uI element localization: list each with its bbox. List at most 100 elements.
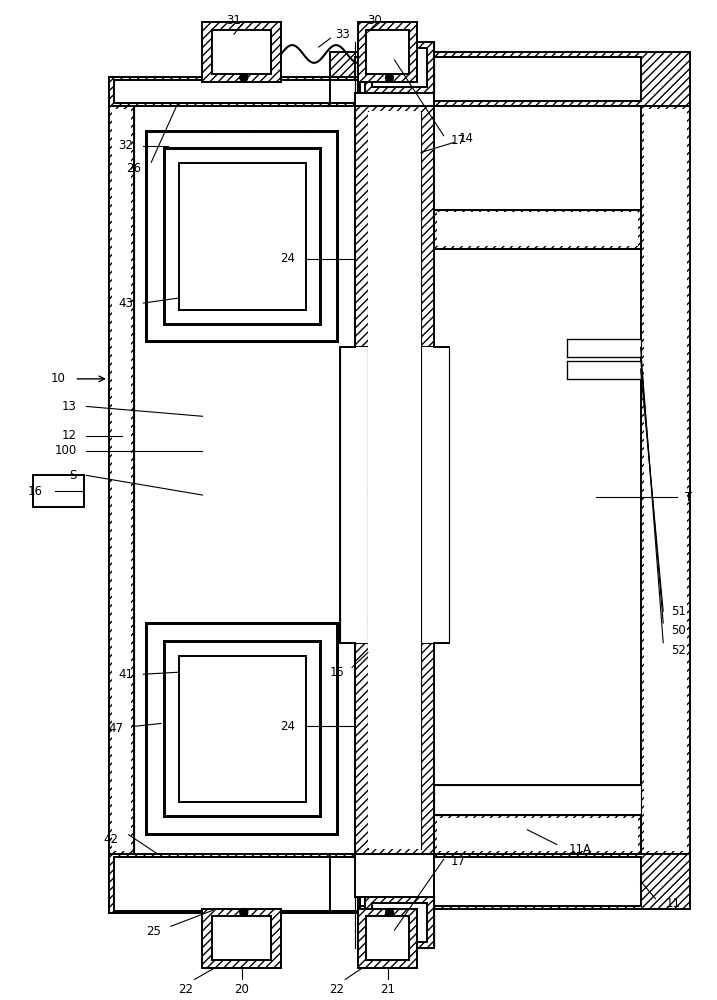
Bar (166, 150, 318, 323)
Bar (366, 916, 409, 960)
Bar (109, 854, 360, 913)
Bar (372, 903, 427, 942)
Bar (146, 623, 338, 835)
Text: 31: 31 (227, 14, 242, 27)
Bar (372, 48, 427, 87)
Bar (365, 42, 434, 93)
Bar (166, 643, 318, 815)
Text: 52: 52 (671, 644, 686, 657)
Bar (114, 80, 358, 103)
Bar (366, 30, 409, 74)
Text: 20: 20 (234, 983, 250, 996)
Bar (437, 212, 637, 246)
Text: 10: 10 (50, 372, 65, 385)
Bar (331, 106, 640, 854)
Bar (434, 210, 640, 249)
Bar (355, 106, 434, 854)
Text: 14: 14 (458, 132, 473, 145)
Bar (368, 111, 421, 849)
Bar (212, 30, 271, 74)
Text: 51: 51 (671, 605, 686, 618)
Text: 43: 43 (118, 297, 133, 310)
Bar (212, 916, 271, 960)
Text: 17: 17 (450, 855, 465, 868)
Bar (358, 909, 417, 968)
Bar (109, 106, 133, 854)
Bar (355, 352, 434, 638)
Bar (341, 347, 449, 643)
Circle shape (240, 74, 248, 82)
Bar (33, 475, 85, 507)
Bar (368, 112, 421, 848)
Bar (212, 916, 271, 960)
Text: 47: 47 (109, 722, 124, 735)
Bar (181, 165, 304, 308)
Bar (166, 150, 318, 323)
Bar (640, 106, 690, 854)
Text: 24: 24 (280, 720, 295, 733)
Bar (434, 815, 640, 854)
Bar (331, 52, 690, 106)
Bar (148, 625, 336, 833)
Bar (166, 643, 318, 815)
Bar (331, 854, 690, 909)
Bar (112, 109, 130, 851)
Bar (212, 30, 271, 74)
Bar (148, 133, 336, 340)
Text: 24: 24 (280, 252, 295, 265)
Bar (133, 106, 355, 854)
Bar (366, 30, 409, 74)
Circle shape (240, 909, 248, 916)
Bar (437, 818, 637, 851)
Text: 41: 41 (118, 668, 133, 681)
Text: 15: 15 (329, 666, 344, 679)
Bar (109, 77, 360, 106)
Bar (114, 857, 358, 911)
Text: 21: 21 (380, 983, 395, 996)
Bar (365, 897, 434, 948)
Bar (355, 93, 434, 106)
Bar (202, 22, 281, 82)
Text: 50: 50 (671, 624, 686, 637)
Bar (644, 109, 687, 851)
Bar (355, 857, 640, 906)
Text: T: T (685, 491, 692, 504)
Bar (181, 165, 304, 308)
Text: 26: 26 (126, 162, 141, 175)
Text: 11: 11 (665, 897, 680, 910)
Bar (355, 854, 434, 897)
Text: 42: 42 (104, 833, 119, 846)
Bar (114, 857, 358, 911)
Text: 22: 22 (329, 983, 344, 996)
Text: 25: 25 (146, 925, 161, 938)
Text: 11A: 11A (569, 843, 592, 856)
Bar (366, 916, 409, 960)
Bar (434, 785, 640, 815)
Bar (566, 361, 640, 379)
Text: S: S (69, 469, 77, 482)
Bar (114, 80, 358, 103)
Text: 13: 13 (62, 400, 77, 413)
Bar (358, 22, 417, 82)
Bar (148, 133, 336, 340)
Text: 16: 16 (28, 485, 43, 498)
Bar (148, 625, 336, 833)
Bar (355, 857, 640, 906)
Bar (355, 57, 640, 101)
Circle shape (386, 909, 394, 916)
Bar (355, 57, 640, 101)
Text: 30: 30 (367, 14, 382, 27)
Text: 100: 100 (54, 444, 77, 457)
Text: 33: 33 (336, 28, 350, 41)
Bar (566, 339, 640, 357)
Circle shape (386, 74, 394, 82)
Bar (181, 657, 304, 800)
Text: 22: 22 (179, 983, 193, 996)
Text: 17: 17 (450, 134, 465, 147)
Text: 32: 32 (118, 139, 133, 152)
Bar (181, 657, 304, 800)
Bar (372, 903, 427, 942)
Bar (146, 131, 338, 342)
Bar (372, 48, 427, 87)
Bar (202, 909, 281, 968)
